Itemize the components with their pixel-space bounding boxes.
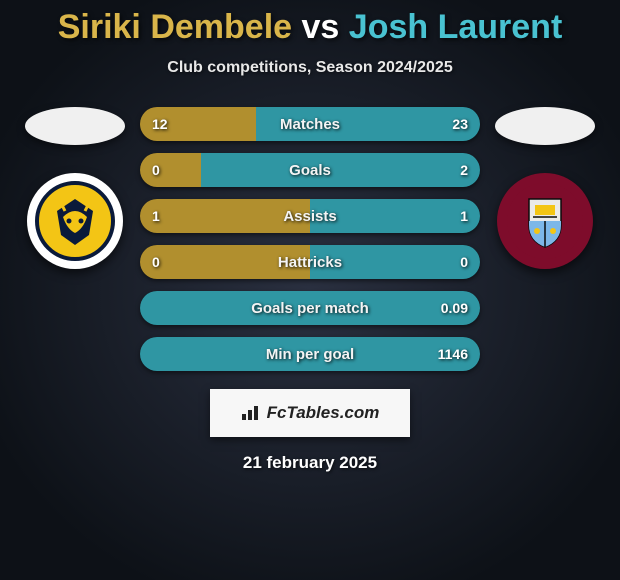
vs-separator: vs bbox=[302, 8, 340, 46]
player2-name: Josh Laurent bbox=[349, 8, 562, 46]
date-text: 21 february 2025 bbox=[243, 453, 377, 473]
bar-right bbox=[140, 291, 480, 325]
stat-row: Goals per match0.09 bbox=[140, 291, 480, 325]
right-player-column bbox=[490, 107, 600, 269]
watermark-text: FcTables.com bbox=[267, 403, 380, 423]
player1-flag-icon bbox=[25, 107, 125, 145]
bar-right bbox=[140, 337, 480, 371]
bar-left bbox=[140, 245, 310, 279]
stat-row: Min per goal1146 bbox=[140, 337, 480, 371]
player2-flag-icon bbox=[495, 107, 595, 145]
bar-left bbox=[140, 153, 201, 187]
bars-icon bbox=[241, 405, 261, 421]
watermark: FcTables.com bbox=[210, 389, 410, 437]
player2-club-badge-icon bbox=[497, 173, 593, 269]
comparison-card: Siriki Dembele vs Josh Laurent Club comp… bbox=[0, 0, 620, 473]
bar-left bbox=[140, 199, 310, 233]
player1-name: Siriki Dembele bbox=[58, 8, 292, 46]
stat-row: 12Matches23 bbox=[140, 107, 480, 141]
bar-right bbox=[256, 107, 480, 141]
page-title: Siriki Dembele vs Josh Laurent bbox=[58, 8, 563, 47]
subtitle: Club competitions, Season 2024/2025 bbox=[167, 59, 452, 77]
left-player-column bbox=[20, 107, 130, 269]
body-row: 12Matches23 0Goals2 1Assists1 0Hattricks0 Go… bbox=[0, 107, 620, 371]
stats-column: 12Matches23 0Goals2 1Assists1 0Hattricks0 Go… bbox=[140, 107, 480, 371]
bar-right bbox=[201, 153, 480, 187]
bar-left bbox=[140, 107, 256, 141]
stat-row: 1Assists1 bbox=[140, 199, 480, 233]
stat-row: 0Goals2 bbox=[140, 153, 480, 187]
stat-row: 0Hattricks0 bbox=[140, 245, 480, 279]
player1-club-badge-icon bbox=[27, 173, 123, 269]
bar-right bbox=[310, 245, 480, 279]
bar-right bbox=[310, 199, 480, 233]
